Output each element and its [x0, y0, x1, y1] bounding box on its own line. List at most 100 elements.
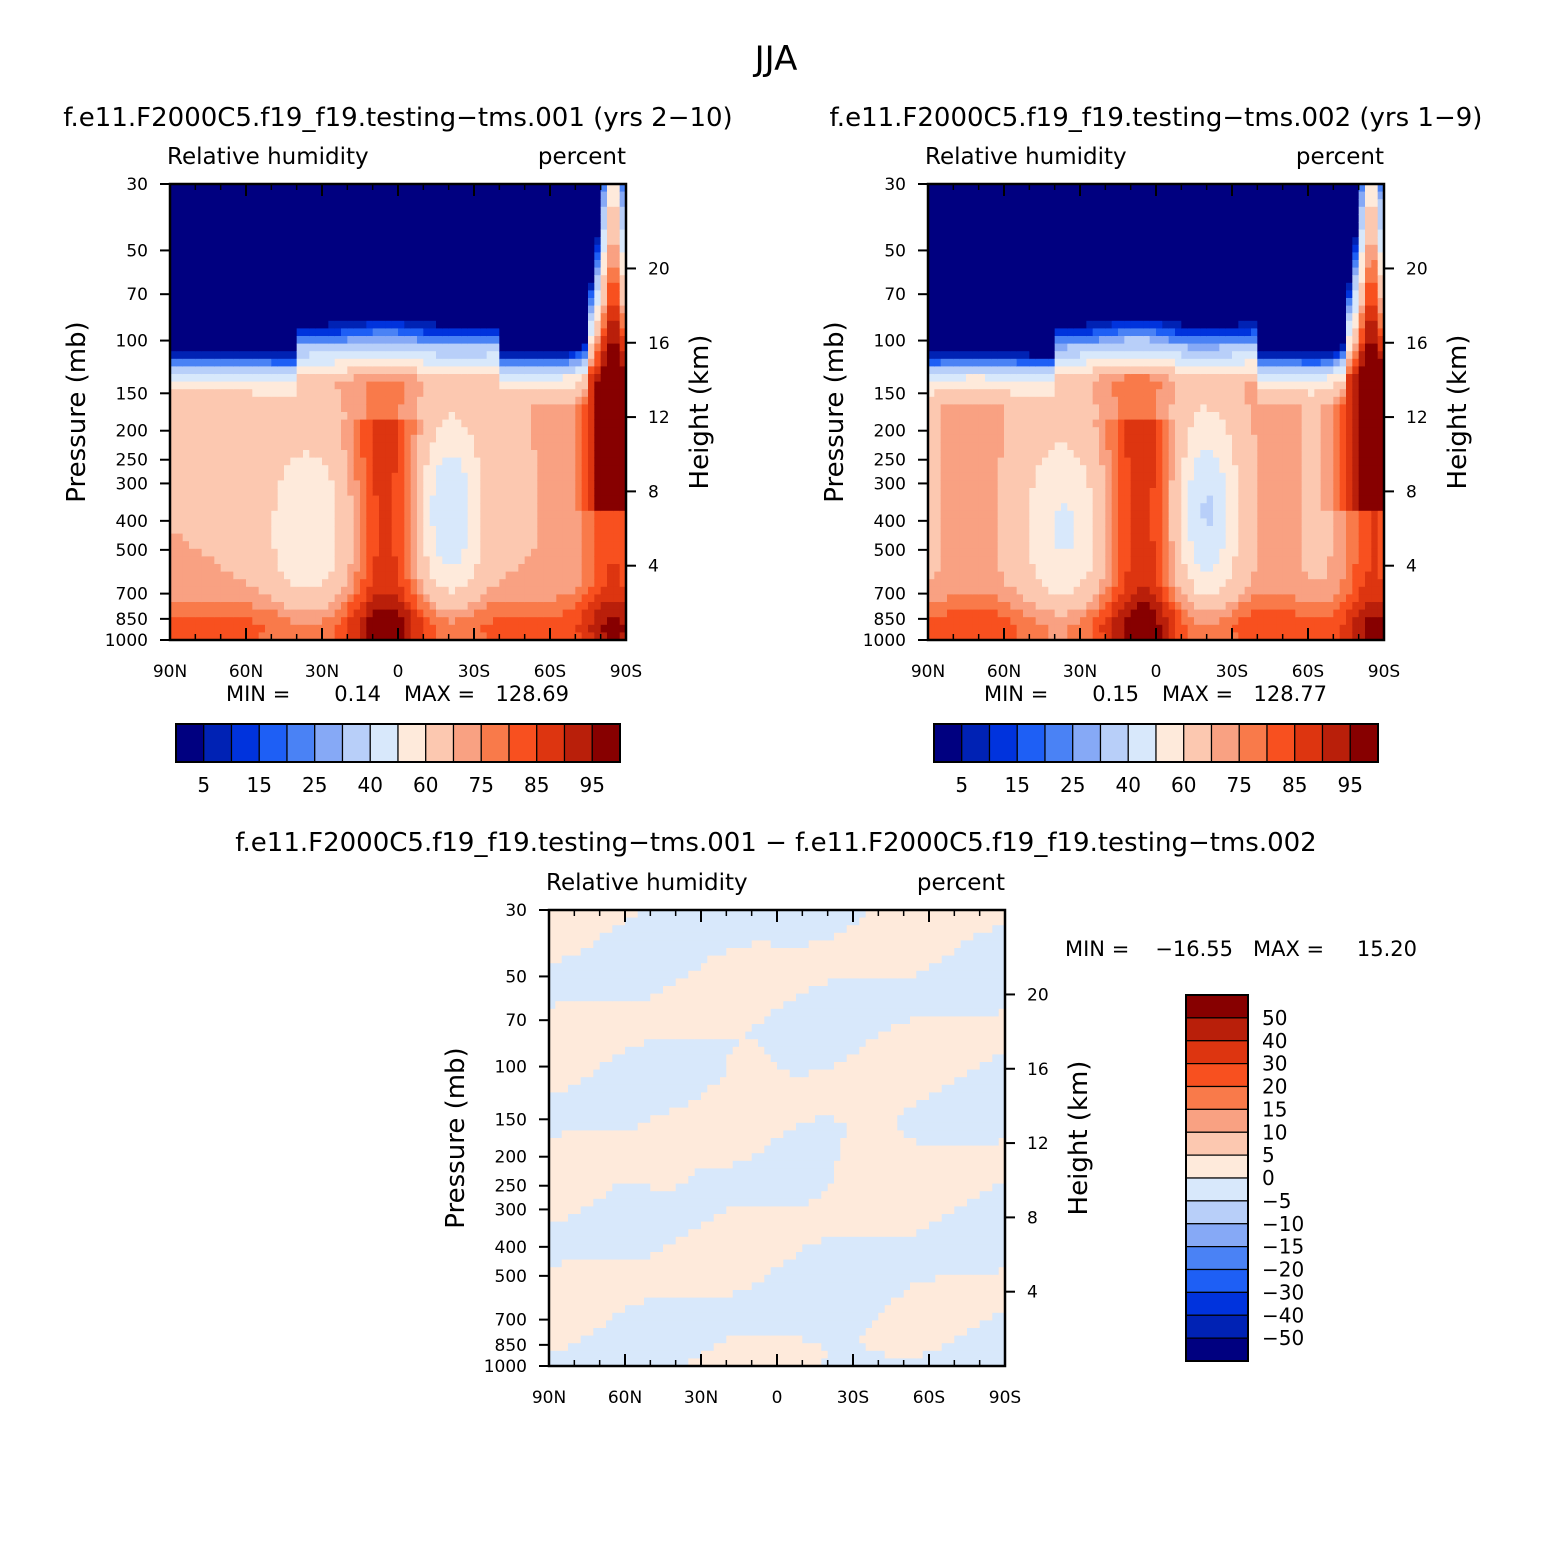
contour-cell: [940, 381, 948, 390]
contour-cell: [575, 328, 583, 337]
contour-cell: [258, 320, 266, 329]
contour-cell: [934, 199, 942, 208]
contour-cell: [246, 526, 253, 535]
contour-cell: [239, 282, 247, 291]
contour-cell: [505, 351, 513, 360]
contour-cell: [588, 358, 595, 367]
contour-cell: [334, 450, 342, 459]
contour-cell: [423, 450, 431, 459]
contour-cell: [258, 480, 266, 489]
contour-cell: [461, 389, 469, 398]
contour-cell: [391, 214, 399, 223]
contour-cell: [537, 313, 545, 322]
contour-cell: [493, 412, 500, 421]
contour-cell: [442, 343, 450, 352]
contour-cell: [233, 586, 241, 595]
contour-cell: [467, 343, 475, 352]
contour-cell: [227, 229, 234, 238]
contour-cell: [543, 434, 551, 443]
contour-cell: [347, 624, 355, 633]
contour-cell: [486, 602, 494, 611]
contour-cell: [953, 419, 961, 428]
contour-cell: [417, 495, 424, 504]
contour-cell: [953, 229, 961, 238]
contour-cell: [322, 290, 329, 299]
contour-cell: [391, 548, 399, 557]
contour-cell: [290, 389, 298, 398]
contour-cell: [309, 632, 317, 640]
contour-cell: [543, 472, 551, 481]
contour-cell: [531, 244, 538, 253]
contour-cell: [309, 305, 317, 314]
contour-cell: [410, 541, 418, 550]
contour-cell: [195, 526, 203, 535]
contour-cell: [309, 396, 317, 405]
contour-cell: [385, 609, 393, 618]
contour-cell: [220, 571, 228, 580]
contour-cell: [474, 320, 481, 329]
contour-cell: [328, 229, 336, 238]
contour-cell: [385, 260, 393, 269]
contour-cell: [588, 290, 595, 299]
contour-cell: [499, 571, 507, 580]
contour-cell: [410, 267, 418, 276]
contour-cell: [372, 579, 380, 588]
contour-cell: [474, 503, 481, 512]
contour-cell: [290, 282, 298, 291]
contour-cell: [315, 488, 323, 497]
contour-cell: [505, 343, 513, 352]
contour-cell: [467, 351, 475, 360]
contour-cell: [277, 252, 285, 261]
contour-cell: [423, 282, 431, 291]
contour-cell: [360, 358, 367, 367]
contour-cell: [537, 214, 545, 223]
contour-cell: [972, 252, 980, 261]
contour-cell: [486, 556, 494, 565]
contour-cell: [531, 229, 538, 238]
contour-cell: [277, 282, 285, 291]
contour-cell: [423, 252, 431, 261]
contour-cell: [214, 480, 222, 489]
contour-cell: [581, 586, 589, 595]
contour-cell: [284, 427, 291, 436]
contour-cell: [208, 290, 215, 299]
contour-cell: [436, 503, 443, 512]
contour-cell: [562, 419, 570, 428]
contour-cell: [550, 298, 557, 307]
contour-cell: [978, 336, 986, 345]
contour-cell: [588, 389, 595, 398]
colorbar-swatch: [314, 723, 344, 763]
contour-cell: [588, 184, 595, 193]
contour-cell: [436, 351, 443, 360]
contour-cell: [928, 533, 935, 542]
contour-cell: [531, 586, 538, 595]
contour-cell: [239, 624, 247, 633]
contour-cell: [410, 495, 418, 504]
contour-cell: [239, 434, 247, 443]
contour-cell: [588, 480, 595, 489]
contour-cell: [518, 298, 526, 307]
contour-cell: [182, 472, 190, 481]
contour-cell: [284, 624, 291, 633]
contour-cell: [271, 282, 279, 291]
contour-cell: [385, 602, 393, 611]
contour-cell: [296, 222, 304, 231]
contour-cell: [341, 328, 348, 337]
contour-cell: [239, 206, 247, 215]
contour-cell: [391, 495, 399, 504]
contour-cell: [265, 336, 272, 345]
contour-cell: [512, 419, 519, 428]
contour-cell: [417, 358, 424, 367]
contour-cell: [581, 313, 589, 322]
contour-cell: [404, 480, 412, 489]
contour-cell: [493, 184, 500, 193]
contour-cell: [953, 313, 961, 322]
contour-cell: [543, 396, 551, 405]
contour-cell: [189, 290, 196, 299]
contour-cell: [966, 336, 973, 345]
contour-cell: [537, 488, 545, 497]
contour-cell: [594, 320, 602, 329]
contour-cell: [233, 533, 241, 542]
contour-cell: [410, 571, 418, 580]
contour-cell: [284, 206, 291, 215]
